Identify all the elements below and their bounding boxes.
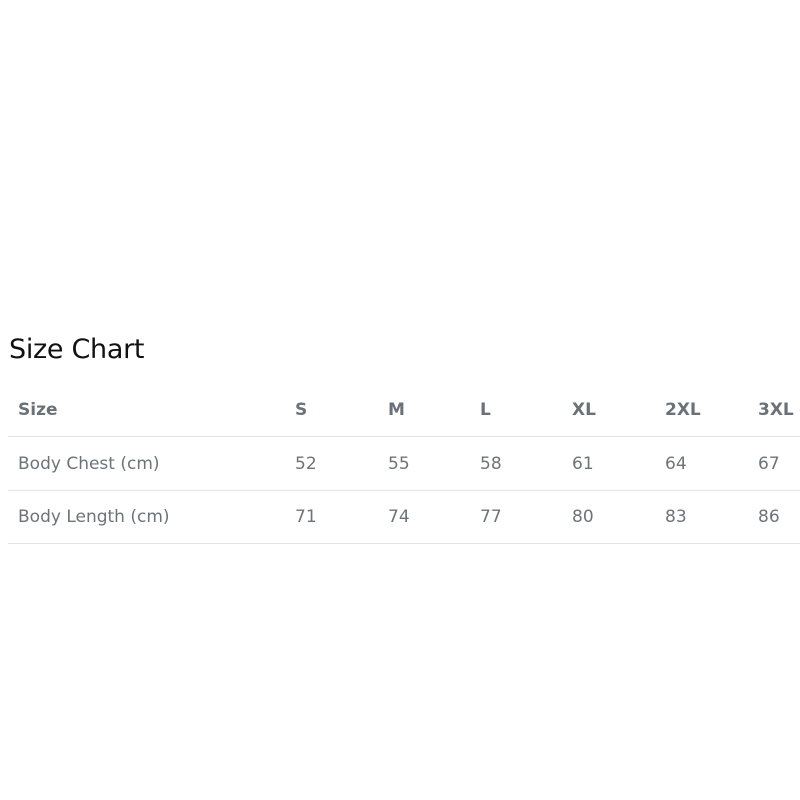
table-row: Body Length (cm) 71 74 77 80 83 86 xyxy=(8,490,800,544)
table-cell: 64 xyxy=(665,453,687,474)
table-row: Body Chest (cm) 52 55 58 61 64 67 xyxy=(8,437,800,491)
table-cell: 52 xyxy=(295,453,317,474)
header-cell: 2XL xyxy=(665,399,701,420)
header-cell: Size xyxy=(18,399,58,420)
table-cell: 74 xyxy=(388,506,410,527)
table-cell: 80 xyxy=(572,506,594,527)
table-cell: 83 xyxy=(665,506,687,527)
page-title: Size Chart xyxy=(9,334,145,365)
row-label: Body Chest (cm) xyxy=(18,453,160,474)
table-cell: 55 xyxy=(388,453,410,474)
header-cell: 3XL xyxy=(758,399,794,420)
table-cell: 77 xyxy=(480,506,502,527)
header-cell: S xyxy=(295,399,308,420)
header-cell: XL xyxy=(572,399,596,420)
table-cell: 67 xyxy=(758,453,780,474)
header-cell: M xyxy=(388,399,405,420)
table-cell: 86 xyxy=(758,506,780,527)
table-cell: 61 xyxy=(572,453,594,474)
table-header-row: Size S M L XL 2XL 3XL xyxy=(8,383,800,437)
header-cell: L xyxy=(480,399,491,420)
row-label: Body Length (cm) xyxy=(18,506,170,527)
table-cell: 58 xyxy=(480,453,502,474)
table-cell: 71 xyxy=(295,506,317,527)
